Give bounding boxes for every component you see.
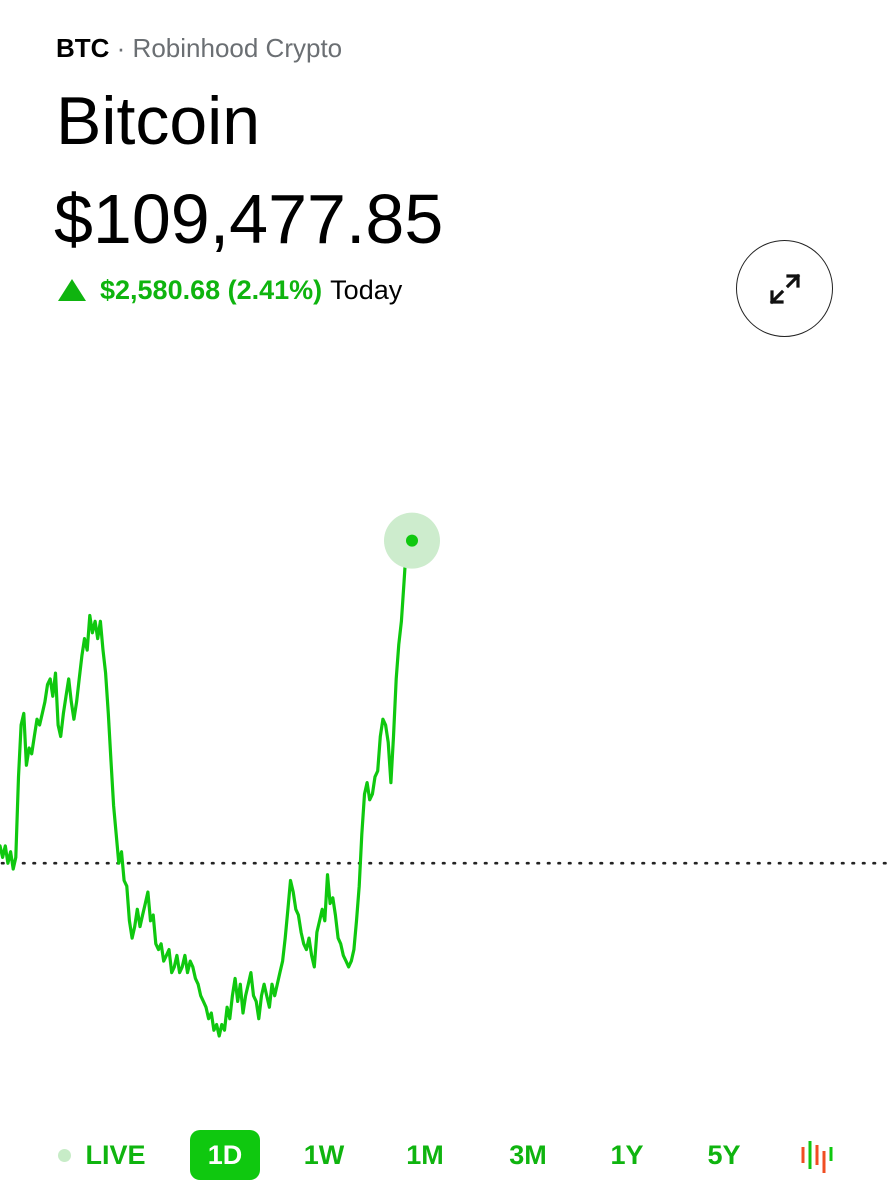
change-value: $2,580.68 (2.41%) — [100, 275, 323, 305]
range-5y[interactable]: 5Y — [692, 1130, 756, 1180]
range-1w[interactable]: 1W — [290, 1130, 358, 1180]
current-point — [406, 534, 418, 547]
live-label: LIVE — [85, 1139, 146, 1170]
exchange-name: · Robinhood Crypto — [116, 33, 343, 63]
live-button[interactable]: LIVE — [56, 1130, 148, 1180]
time-range-selector: LIVE 1D 1W 1M 3M 1Y 5Y — [0, 1130, 890, 1182]
current-price: $109,477.85 — [54, 180, 444, 258]
range-1d[interactable]: 1D — [190, 1130, 260, 1180]
up-arrow-icon — [58, 279, 86, 301]
range-label: 1Y — [610, 1139, 644, 1170]
ticker-symbol: BTC — [56, 33, 110, 63]
price-chart[interactable] — [0, 400, 890, 1120]
expand-chart-button[interactable] — [736, 240, 833, 337]
range-1m[interactable]: 1M — [392, 1130, 458, 1180]
asset-name: Bitcoin — [56, 83, 261, 159]
live-indicator-dot — [58, 1148, 72, 1162]
chart-type-toggle[interactable] — [792, 1130, 842, 1180]
range-1y[interactable]: 1Y — [596, 1130, 658, 1180]
range-label: 1M — [406, 1139, 444, 1170]
range-label: 5Y — [707, 1139, 741, 1170]
change-period: Today — [330, 275, 403, 305]
asset-subtitle: BTC · Robinhood Crypto — [56, 32, 342, 64]
expand-arrows-icon — [769, 273, 800, 304]
range-label: 1D — [207, 1139, 243, 1170]
range-3m[interactable]: 3M — [494, 1130, 562, 1180]
price-change: $2,580.68 (2.41%) Today — [58, 272, 402, 308]
price-line — [0, 516, 414, 1038]
candlestick-icon — [801, 1141, 833, 1173]
range-label: 1W — [303, 1139, 345, 1170]
range-label: 3M — [509, 1139, 547, 1170]
